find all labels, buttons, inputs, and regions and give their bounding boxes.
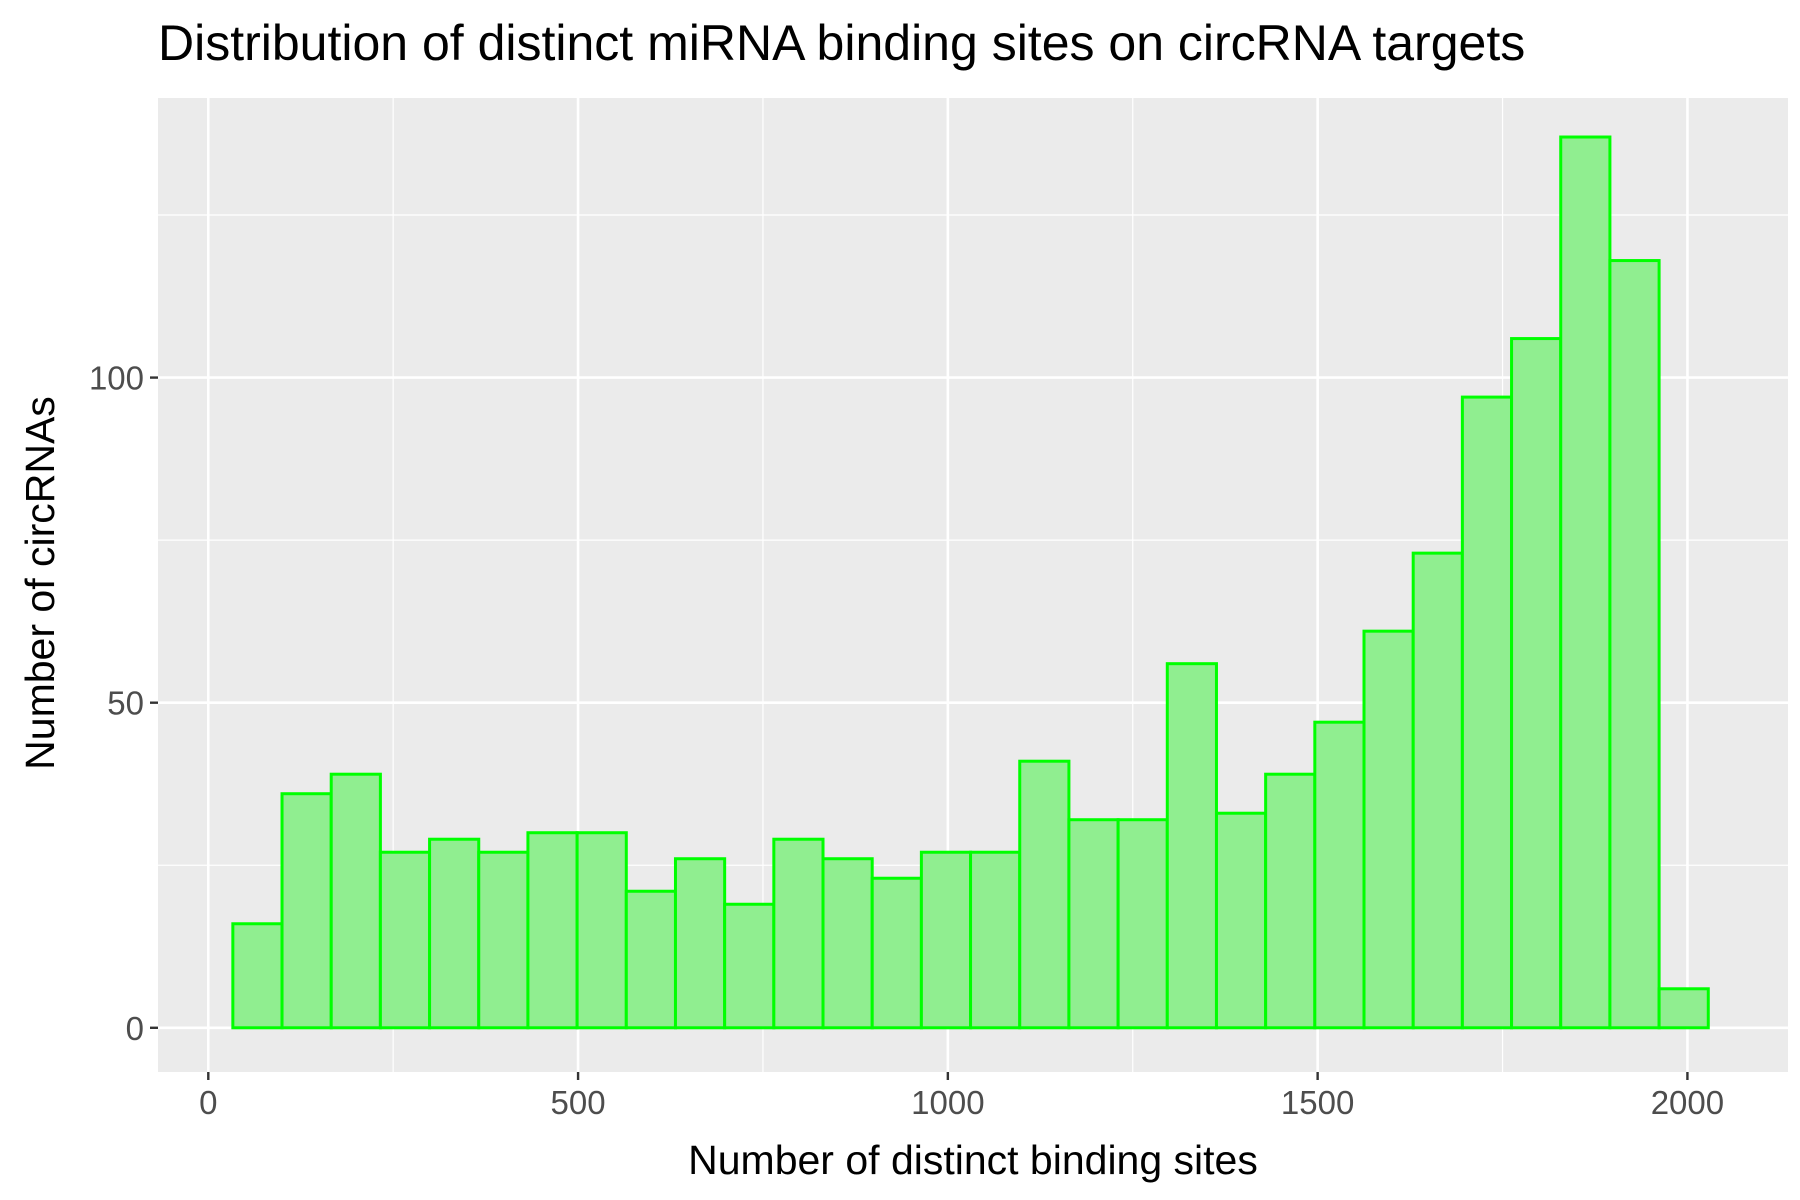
- histogram-bar: [526, 831, 579, 1030]
- histogram-bar: [1411, 551, 1464, 1030]
- histogram-bar: [969, 850, 1022, 1030]
- histogram-bar: [1510, 337, 1563, 1030]
- histogram-bar: [772, 837, 825, 1030]
- histogram-bar: [1313, 720, 1366, 1030]
- histogram-bar: [1559, 135, 1612, 1030]
- histogram-bar: [870, 876, 923, 1030]
- x-axis: 0 500 1000 1500 2000: [199, 1072, 1724, 1121]
- histogram-bar: [1018, 759, 1071, 1030]
- histogram-bar: [723, 902, 776, 1030]
- bars: [231, 135, 1710, 1030]
- histogram-bar: [1067, 818, 1120, 1030]
- histogram-bar: [1214, 811, 1268, 1030]
- histogram-bar: [673, 857, 727, 1030]
- histogram-bar: [1608, 259, 1661, 1030]
- histogram-bar: [231, 922, 284, 1030]
- histogram-bar: [919, 850, 973, 1030]
- x-tick-label: 1000: [911, 1084, 984, 1121]
- histogram-bar: [821, 857, 874, 1030]
- x-axis-title: Number of distinct binding sites: [688, 1137, 1258, 1183]
- y-tick-label: 50: [107, 685, 144, 722]
- histogram-bar: [1362, 629, 1415, 1030]
- y-tick-label: 100: [89, 360, 144, 397]
- x-tick-label: 500: [551, 1084, 606, 1121]
- y-axis: 0 50 100: [89, 360, 158, 1047]
- histogram-bar: [1116, 818, 1169, 1030]
- histogram-bar: [378, 850, 432, 1030]
- histogram-bar: [1460, 395, 1514, 1030]
- x-tick-label: 2000: [1651, 1084, 1724, 1121]
- chart-title: Distribution of distinct miRNA binding s…: [158, 15, 1525, 71]
- histogram-bar: [1264, 772, 1317, 1030]
- histogram-bar: [575, 831, 628, 1030]
- y-axis-title: Number of circRNAs: [17, 396, 63, 770]
- histogram-bar: [280, 792, 333, 1030]
- histogram-bar: [329, 772, 382, 1030]
- x-tick-label: 0: [199, 1084, 217, 1121]
- histogram-bar: [1165, 662, 1218, 1030]
- histogram-bar: [428, 837, 481, 1030]
- y-tick-label: 0: [126, 1010, 144, 1047]
- histogram-bar: [1657, 987, 1710, 1030]
- x-tick-label: 1500: [1281, 1084, 1354, 1121]
- histogram-bar: [477, 850, 530, 1030]
- histogram-bar: [624, 889, 677, 1030]
